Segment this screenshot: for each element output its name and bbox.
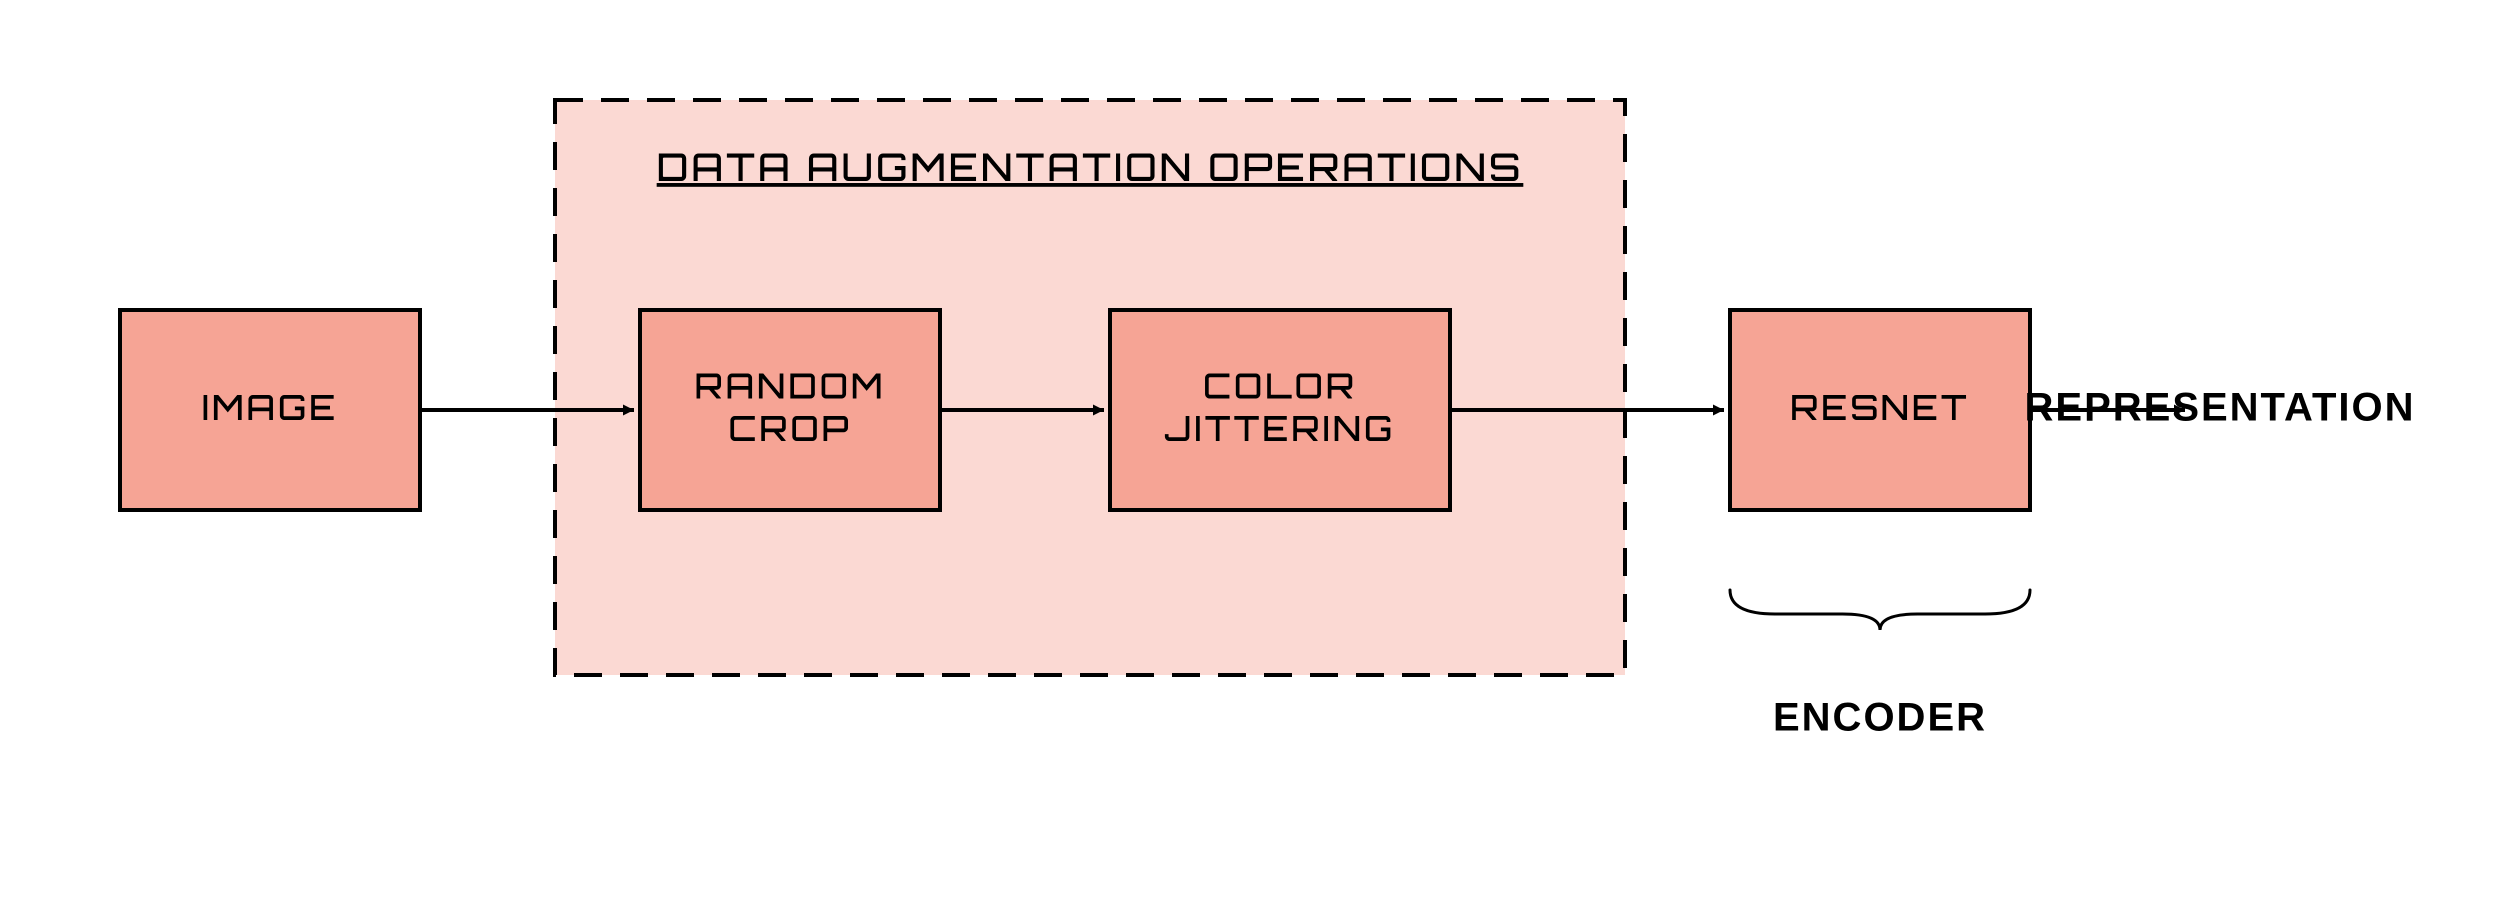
node-crop-label: RANDOM — [695, 366, 886, 408]
encoder-brace — [1730, 590, 2030, 630]
node-jitter: COLORJITTERING — [1110, 310, 1450, 510]
node-image-label: IMAGE — [202, 387, 339, 429]
node-resnet-label: RESNET — [1790, 387, 1969, 429]
node-jitter-label: COLOR — [1203, 366, 1357, 408]
node-crop: RANDOMCROP — [640, 310, 940, 510]
node-resnet: RESNET — [1730, 310, 2030, 510]
node-jitter-label: JITTERING — [1165, 408, 1396, 450]
node-crop-label: CROP — [728, 408, 851, 450]
node-image: IMAGE — [120, 310, 420, 510]
representation-label: REPRESENTATION — [2025, 386, 2416, 430]
encoder-label: ENCODER — [1773, 696, 1987, 740]
augmentation-group-title: DATA AUGMENTATION OPERATIONS — [657, 144, 1524, 191]
